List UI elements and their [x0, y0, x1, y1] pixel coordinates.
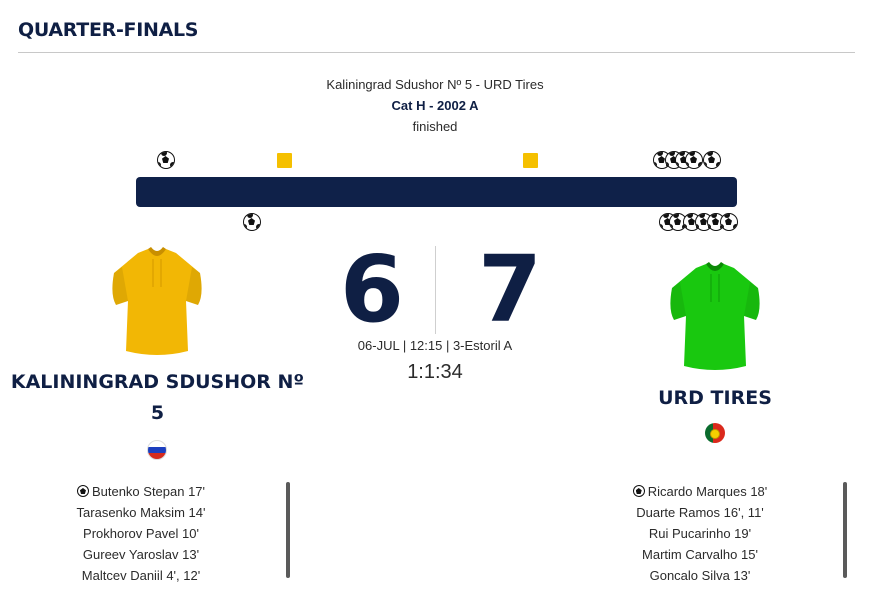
scorer-label: Martim Carvalho 15' — [642, 547, 758, 562]
goal-icon[interactable] — [668, 208, 688, 232]
away-scorers-list: Ricardo Marques 18' Duarte Ramos 16', 11… — [600, 481, 800, 586]
scorer-label: Goncalo Silva 13' — [649, 568, 751, 583]
scorer-label: Butenko Stepan 17' — [91, 484, 206, 499]
away-score: 7 — [478, 236, 542, 343]
scorer-item: Butenko Stepan 17' — [41, 481, 241, 502]
scorer-label: Tarasenko Maksim 14' — [76, 505, 206, 520]
match-meta: 06-JUL | 12:15 | 3-Estoril A — [357, 338, 513, 353]
scorer-item: Prokhorov Pavel 10' — [41, 523, 241, 544]
scorer-item: Martim Carvalho 15' — [600, 544, 800, 565]
match-name: Kaliningrad Sdushor Nº 5 - URD Tires — [326, 77, 544, 92]
scorer-item: Goncalo Silva 13' — [600, 565, 800, 586]
goal-icon[interactable] — [684, 150, 704, 174]
title-divider — [18, 52, 855, 53]
home-jersey-icon — [112, 247, 202, 355]
goal-icon — [632, 485, 645, 497]
scorer-item: Duarte Ramos 16', 11' — [600, 502, 800, 523]
portugal-flag-icon — [705, 423, 725, 443]
match-category: Cat H - 2002 A — [391, 98, 479, 113]
scorer-label: Gureev Yaroslav 13' — [82, 547, 200, 562]
scorer-item: Maltcev Daniil 4', 12' — [41, 565, 241, 586]
scorer-item: Rui Pucarinho 19' — [600, 523, 800, 544]
scorer-label: Rui Pucarinho 19' — [648, 526, 752, 541]
match-status: finished — [412, 119, 458, 134]
scorer-label: Duarte Ramos 16', 11' — [636, 505, 764, 520]
scorer-item: Ricardo Marques 18' — [600, 481, 800, 502]
away-jersey-icon — [670, 262, 760, 370]
score-divider — [435, 246, 436, 334]
goal-icon[interactable] — [156, 150, 176, 174]
scorer-label: Ricardo Marques 18' — [647, 484, 768, 499]
goal-icon[interactable] — [719, 208, 739, 232]
scorer-label: Maltcev Daniil 4', 12' — [81, 568, 201, 583]
home-team-name[interactable]: KALININGRAD SDUSHOR Nº 5 — [10, 371, 305, 424]
section-title: QUARTER-FINALS — [18, 19, 199, 41]
russia-flag-icon — [147, 440, 167, 460]
goal-icon[interactable] — [242, 208, 262, 232]
goal-icon[interactable] — [702, 150, 722, 174]
scorer-label: Prokhorov Pavel 10' — [83, 526, 199, 541]
scorer-item: Tarasenko Maksim 14' — [41, 502, 241, 523]
away-team-name[interactable]: URD TIRES — [658, 387, 772, 409]
match-timeline — [136, 177, 737, 207]
away-scorers-scrollbar[interactable] — [843, 482, 847, 578]
goal-icon — [76, 485, 89, 497]
scorer-item: Gureev Yaroslav 13' — [41, 544, 241, 565]
yellow-card-icon[interactable] — [520, 150, 540, 174]
home-scorers-scrollbar[interactable] — [286, 482, 290, 578]
home-score: 6 — [340, 236, 404, 343]
yellow-card-icon[interactable] — [274, 150, 294, 174]
match-time: 1:1:34 — [407, 361, 463, 383]
home-scorers-list: Butenko Stepan 17' Tarasenko Maksim 14' … — [41, 481, 241, 586]
